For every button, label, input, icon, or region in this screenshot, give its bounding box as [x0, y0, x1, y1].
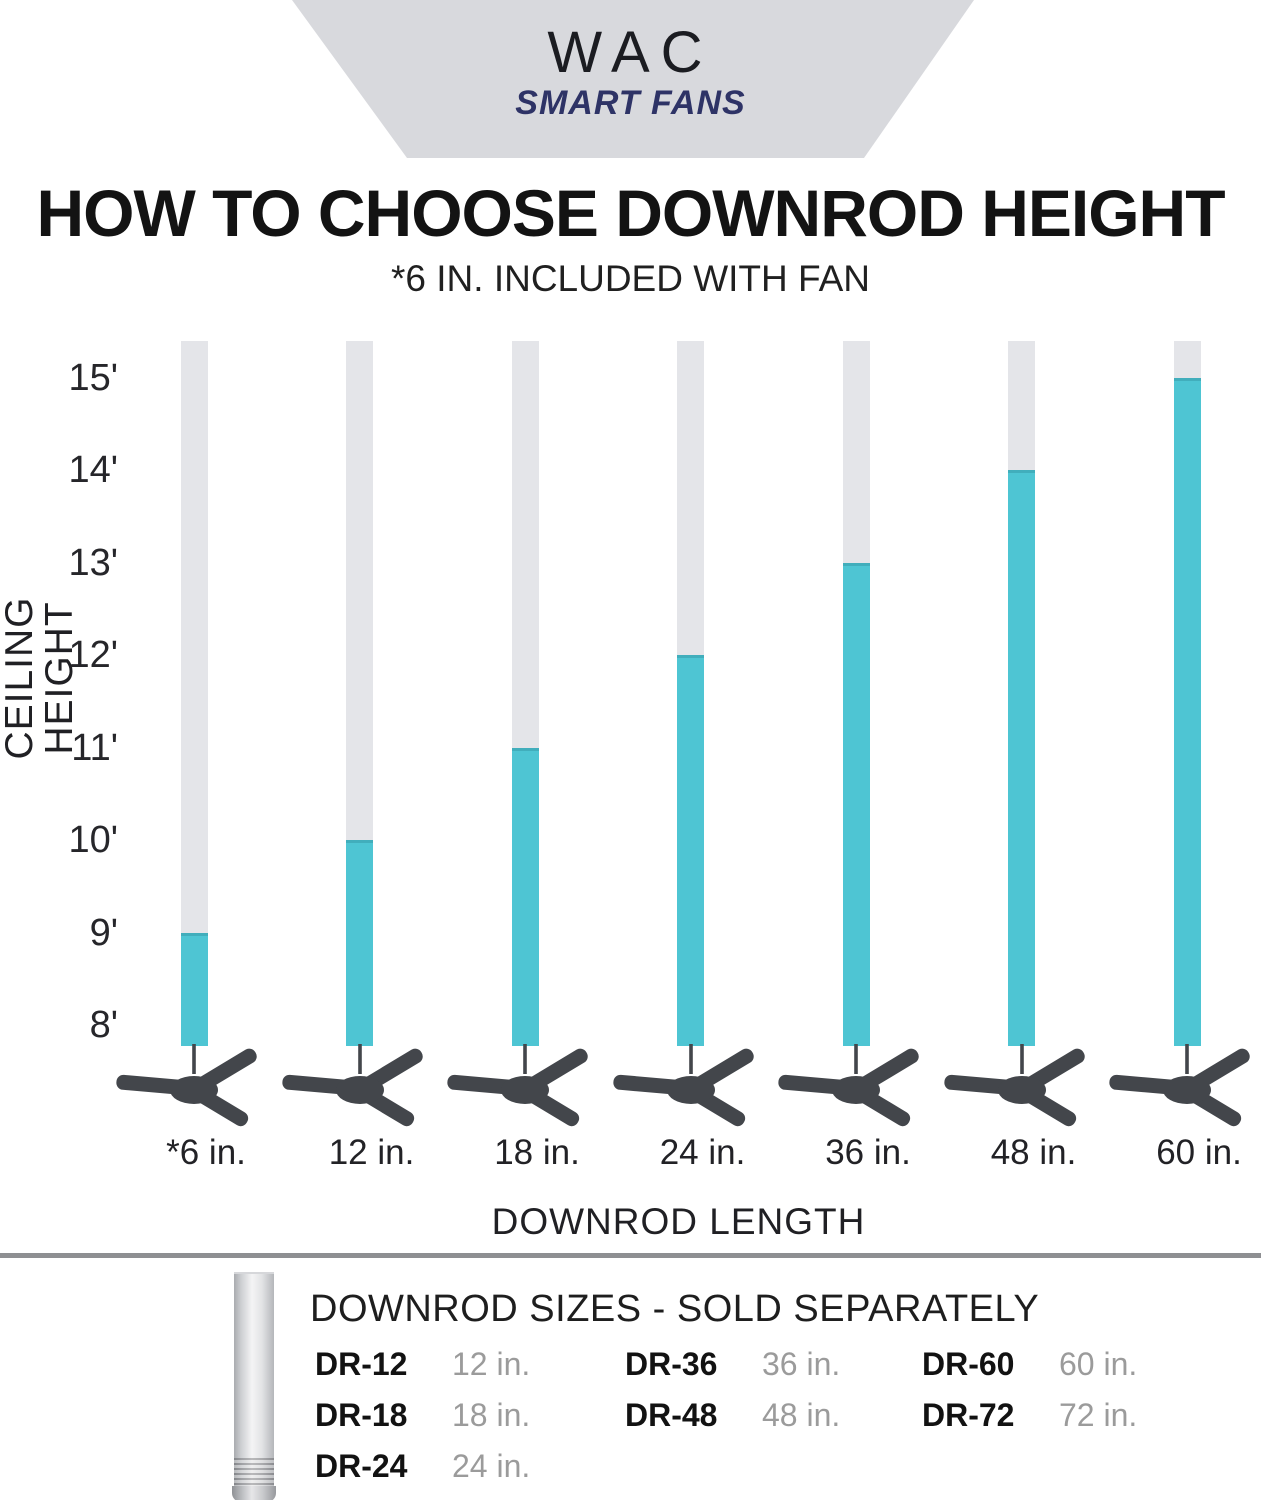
bar-fill	[1173, 377, 1201, 1046]
downrod-length-value: 48 in.	[762, 1397, 841, 1433]
x-tick-label: 18 in.	[494, 1133, 580, 1172]
x-tick-label: 48 in.	[990, 1133, 1077, 1172]
downrod-size-entry: DR-18 18 in.	[315, 1393, 530, 1437]
x-axis-title: DOWNROD LENGTH	[491, 1201, 866, 1242]
bar-track	[180, 341, 208, 1046]
downrod-size-entry: DR-24 24 in.	[315, 1444, 530, 1488]
bar-fill	[511, 747, 539, 1046]
downrod-size-entry: DR-36 36 in.	[625, 1342, 840, 1386]
downrod-threads	[234, 1458, 274, 1486]
bar-fill	[1008, 470, 1035, 1046]
downrod-length-value: 18 in.	[452, 1397, 531, 1433]
ceiling-fan-icon	[943, 1044, 1085, 1127]
downrod-model-code: DR-12	[315, 1346, 408, 1382]
downrod-size-entry: DR-72 72 in.	[922, 1393, 1137, 1437]
x-tick-label: 12 in.	[328, 1133, 415, 1172]
downrod-photo	[232, 1272, 276, 1500]
y-tick-label: 13'	[68, 541, 118, 584]
y-tick-label: 8'	[89, 1004, 118, 1046]
bar-fill	[180, 932, 208, 1046]
y-tick-label: 15'	[68, 356, 118, 399]
brand-tagline: SMART FANS	[515, 84, 746, 122]
downrod-model-code: DR-48	[625, 1397, 718, 1433]
downrod-length-value: 72 in.	[1059, 1397, 1138, 1433]
ceiling-fan-icon	[116, 1044, 257, 1127]
y-tick-label: 12'	[68, 634, 118, 676]
downrod-size-entry: DR-60 60 in.	[922, 1342, 1137, 1386]
brand-logo: WAC	[547, 20, 714, 85]
x-tick-label: 24 in.	[659, 1133, 746, 1172]
downrod-model-code: DR-24	[315, 1448, 408, 1484]
downrod-length-value: 60 in.	[1059, 1346, 1138, 1382]
section-divider	[0, 1253, 1261, 1258]
ceiling-fan-icon	[1109, 1044, 1250, 1127]
ceiling-fan-icon	[612, 1044, 754, 1127]
downrod-size-entry: DR-48 48 in.	[625, 1393, 840, 1437]
downrod-model-code: DR-72	[922, 1397, 1015, 1433]
downrod-length-value: 36 in.	[762, 1346, 841, 1382]
x-tick-label: *6 in.	[166, 1133, 246, 1172]
ceiling-fan-icon	[281, 1044, 423, 1127]
y-tick-label: 11'	[71, 726, 118, 769]
bar-fill	[677, 655, 704, 1046]
y-tick-label: 10'	[68, 819, 118, 861]
downrod-length-value: 12 in.	[452, 1346, 531, 1382]
page-title: HOW TO CHOOSE DOWNROD HEIGHT	[36, 176, 1225, 250]
downrod-sizes-heading: DOWNROD SIZES - SOLD SEPARATELY	[310, 1288, 1040, 1330]
downrod-shaft	[234, 1272, 274, 1486]
y-tick-label: 14'	[68, 449, 118, 491]
ceiling-fan-icon	[778, 1044, 919, 1127]
bar-fill	[842, 562, 870, 1046]
brand-banner: WAC SMART FANS	[292, 0, 974, 158]
downrod-model-code: DR-60	[922, 1346, 1015, 1382]
x-tick-label: 60 in.	[1156, 1133, 1242, 1172]
downrod-collar	[232, 1486, 276, 1500]
downrod-model-code: DR-36	[625, 1346, 718, 1382]
downrod-model-code: DR-18	[315, 1397, 408, 1433]
bar-fill	[346, 840, 373, 1046]
ceiling-fan-icon	[447, 1044, 588, 1127]
downrod-size-entry: DR-12 12 in.	[315, 1342, 530, 1386]
y-tick-label: 9'	[89, 911, 118, 954]
downrod-length-value: 24 in.	[452, 1448, 531, 1484]
page-subtitle: *6 IN. INCLUDED WITH FAN	[391, 258, 870, 299]
x-tick-label: 36 in.	[825, 1133, 911, 1172]
